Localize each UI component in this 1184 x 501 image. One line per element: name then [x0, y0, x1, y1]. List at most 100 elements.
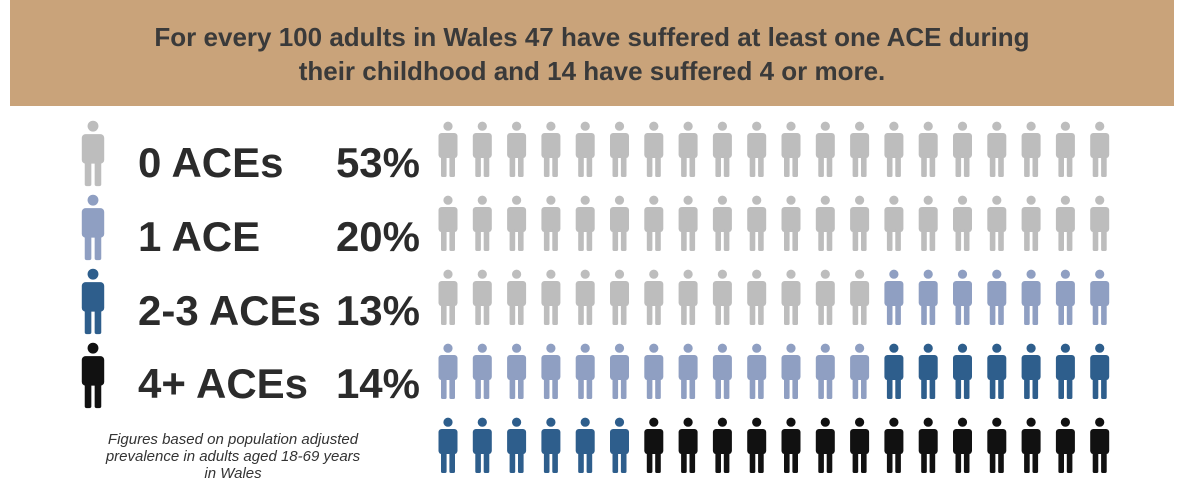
- person-icon-zero: [438, 269, 458, 325]
- person-icon-zero: [815, 269, 835, 325]
- person-icon-zero: [541, 121, 561, 177]
- person-icon-zero: [884, 121, 904, 177]
- person-icon-one: [1055, 269, 1075, 325]
- person-icon-four-plus: [850, 417, 870, 473]
- person-icon-zero: [1021, 121, 1041, 177]
- person-icon-zero: [644, 195, 664, 251]
- person-icon-two-three: [1021, 343, 1041, 399]
- person-icon-two-three: [472, 417, 492, 473]
- person-icon-zero: [1021, 195, 1041, 251]
- person-icon-zero: [472, 195, 492, 251]
- legend-percent-1-ace: 20%: [335, 213, 420, 260]
- person-icon-zero: [781, 195, 801, 251]
- person-icon-zero: [747, 195, 767, 251]
- person-icon-four-plus: [953, 417, 972, 473]
- person-icon-zero: [953, 195, 972, 251]
- person-icon-zero: [747, 121, 767, 177]
- person-icon-two-three: [507, 417, 527, 473]
- person-icon-zero: [472, 121, 492, 177]
- person-icon-two-three: [575, 417, 595, 473]
- person-icon-one: [953, 269, 972, 325]
- person-icon-one: [850, 343, 870, 399]
- person-icon-zero: [610, 269, 629, 325]
- person-icon-zero: [438, 195, 458, 251]
- person-icon-zero: [987, 195, 1007, 251]
- legend-percent-0-aces: 53%: [335, 139, 420, 186]
- person-icon-zero: [507, 269, 527, 325]
- person-icon-two-three: [884, 343, 904, 399]
- person-icon-one: [644, 343, 664, 399]
- person-icon-four-plus: [1090, 417, 1110, 473]
- person-icon-two-three: [541, 417, 561, 473]
- person-icon-one: [747, 343, 767, 399]
- person-icon-two-three: [987, 343, 1007, 399]
- person-icon-zero: [610, 195, 629, 251]
- person-icon-zero: [644, 121, 664, 177]
- person-icon-zero: [575, 269, 595, 325]
- pictogram-grid: [438, 121, 1110, 473]
- legend-label-4-plus-aces: 4+ ACEs: [138, 360, 309, 407]
- person-icon-zero: [712, 269, 732, 325]
- person-icon-two-three: [953, 343, 972, 399]
- person-icon-zero: [987, 121, 1007, 177]
- person-icon-zero: [1090, 121, 1110, 177]
- person-icon-zero: [850, 195, 870, 251]
- legend-person-icon-two-three: [81, 268, 105, 335]
- person-icon-four-plus: [815, 417, 835, 473]
- legend-person-icon-one: [81, 194, 105, 261]
- headline-line-2: their childhood and 14 have suffered 4 o…: [298, 56, 886, 86]
- person-icon-two-three: [438, 417, 458, 473]
- person-icon-zero: [575, 195, 595, 251]
- headline-banner: For every 100 adults in Wales 47 have su…: [10, 0, 1174, 106]
- person-icon-two-three: [610, 417, 629, 473]
- person-icon-one: [884, 269, 904, 325]
- person-icon-two-three: [1055, 343, 1075, 399]
- footnote-line-2: prevalence in adults aged 18-69 years: [105, 448, 361, 465]
- person-icon-one: [1090, 269, 1110, 325]
- person-icon-one: [541, 343, 561, 399]
- person-icon-one: [610, 343, 629, 399]
- person-icon-zero: [850, 121, 870, 177]
- person-icon-one: [781, 343, 801, 399]
- person-icon-zero: [815, 121, 835, 177]
- person-icon-zero: [781, 269, 801, 325]
- person-icon-four-plus: [781, 417, 801, 473]
- person-icon-one: [987, 269, 1007, 325]
- person-icon-zero: [712, 121, 732, 177]
- person-icon-zero: [747, 269, 767, 325]
- footnote-line-3: in Wales: [204, 465, 262, 482]
- person-icon-one: [678, 343, 698, 399]
- person-icon-one: [918, 269, 938, 325]
- person-icon-zero: [678, 121, 698, 177]
- footnote: Figures based on population adjusted pre…: [38, 431, 428, 482]
- headline-line-1: For every 100 adults in Wales 47 have su…: [154, 22, 1030, 52]
- person-icon-two-three: [1090, 343, 1110, 399]
- person-icon-zero: [507, 121, 527, 177]
- person-icon-one: [438, 343, 458, 399]
- legend-label-2-3-aces: 2-3 ACEs: [138, 287, 321, 334]
- person-icon-zero: [712, 195, 732, 251]
- person-icon-zero: [507, 195, 527, 251]
- person-icon-zero: [884, 195, 904, 251]
- person-icon-one: [1021, 269, 1041, 325]
- person-icon-four-plus: [1021, 417, 1041, 473]
- person-icon-two-three: [918, 343, 938, 399]
- person-icon-zero: [575, 121, 595, 177]
- legend-label-0-aces: 0 ACEs: [138, 139, 284, 186]
- person-icon-four-plus: [644, 417, 664, 473]
- person-icon-zero: [1090, 195, 1110, 251]
- footnote-line-1: Figures based on population adjusted: [107, 431, 359, 448]
- person-icon-four-plus: [747, 417, 767, 473]
- person-icon-four-plus: [987, 417, 1007, 473]
- person-icon-zero: [678, 195, 698, 251]
- person-icon-zero: [918, 195, 938, 251]
- person-icon-four-plus: [918, 417, 938, 473]
- person-icon-one: [712, 343, 732, 399]
- person-icon-four-plus: [1055, 417, 1075, 473]
- person-icon-zero: [850, 269, 870, 325]
- person-icon-zero: [610, 121, 629, 177]
- person-icon-zero: [472, 269, 492, 325]
- person-icon-zero: [541, 195, 561, 251]
